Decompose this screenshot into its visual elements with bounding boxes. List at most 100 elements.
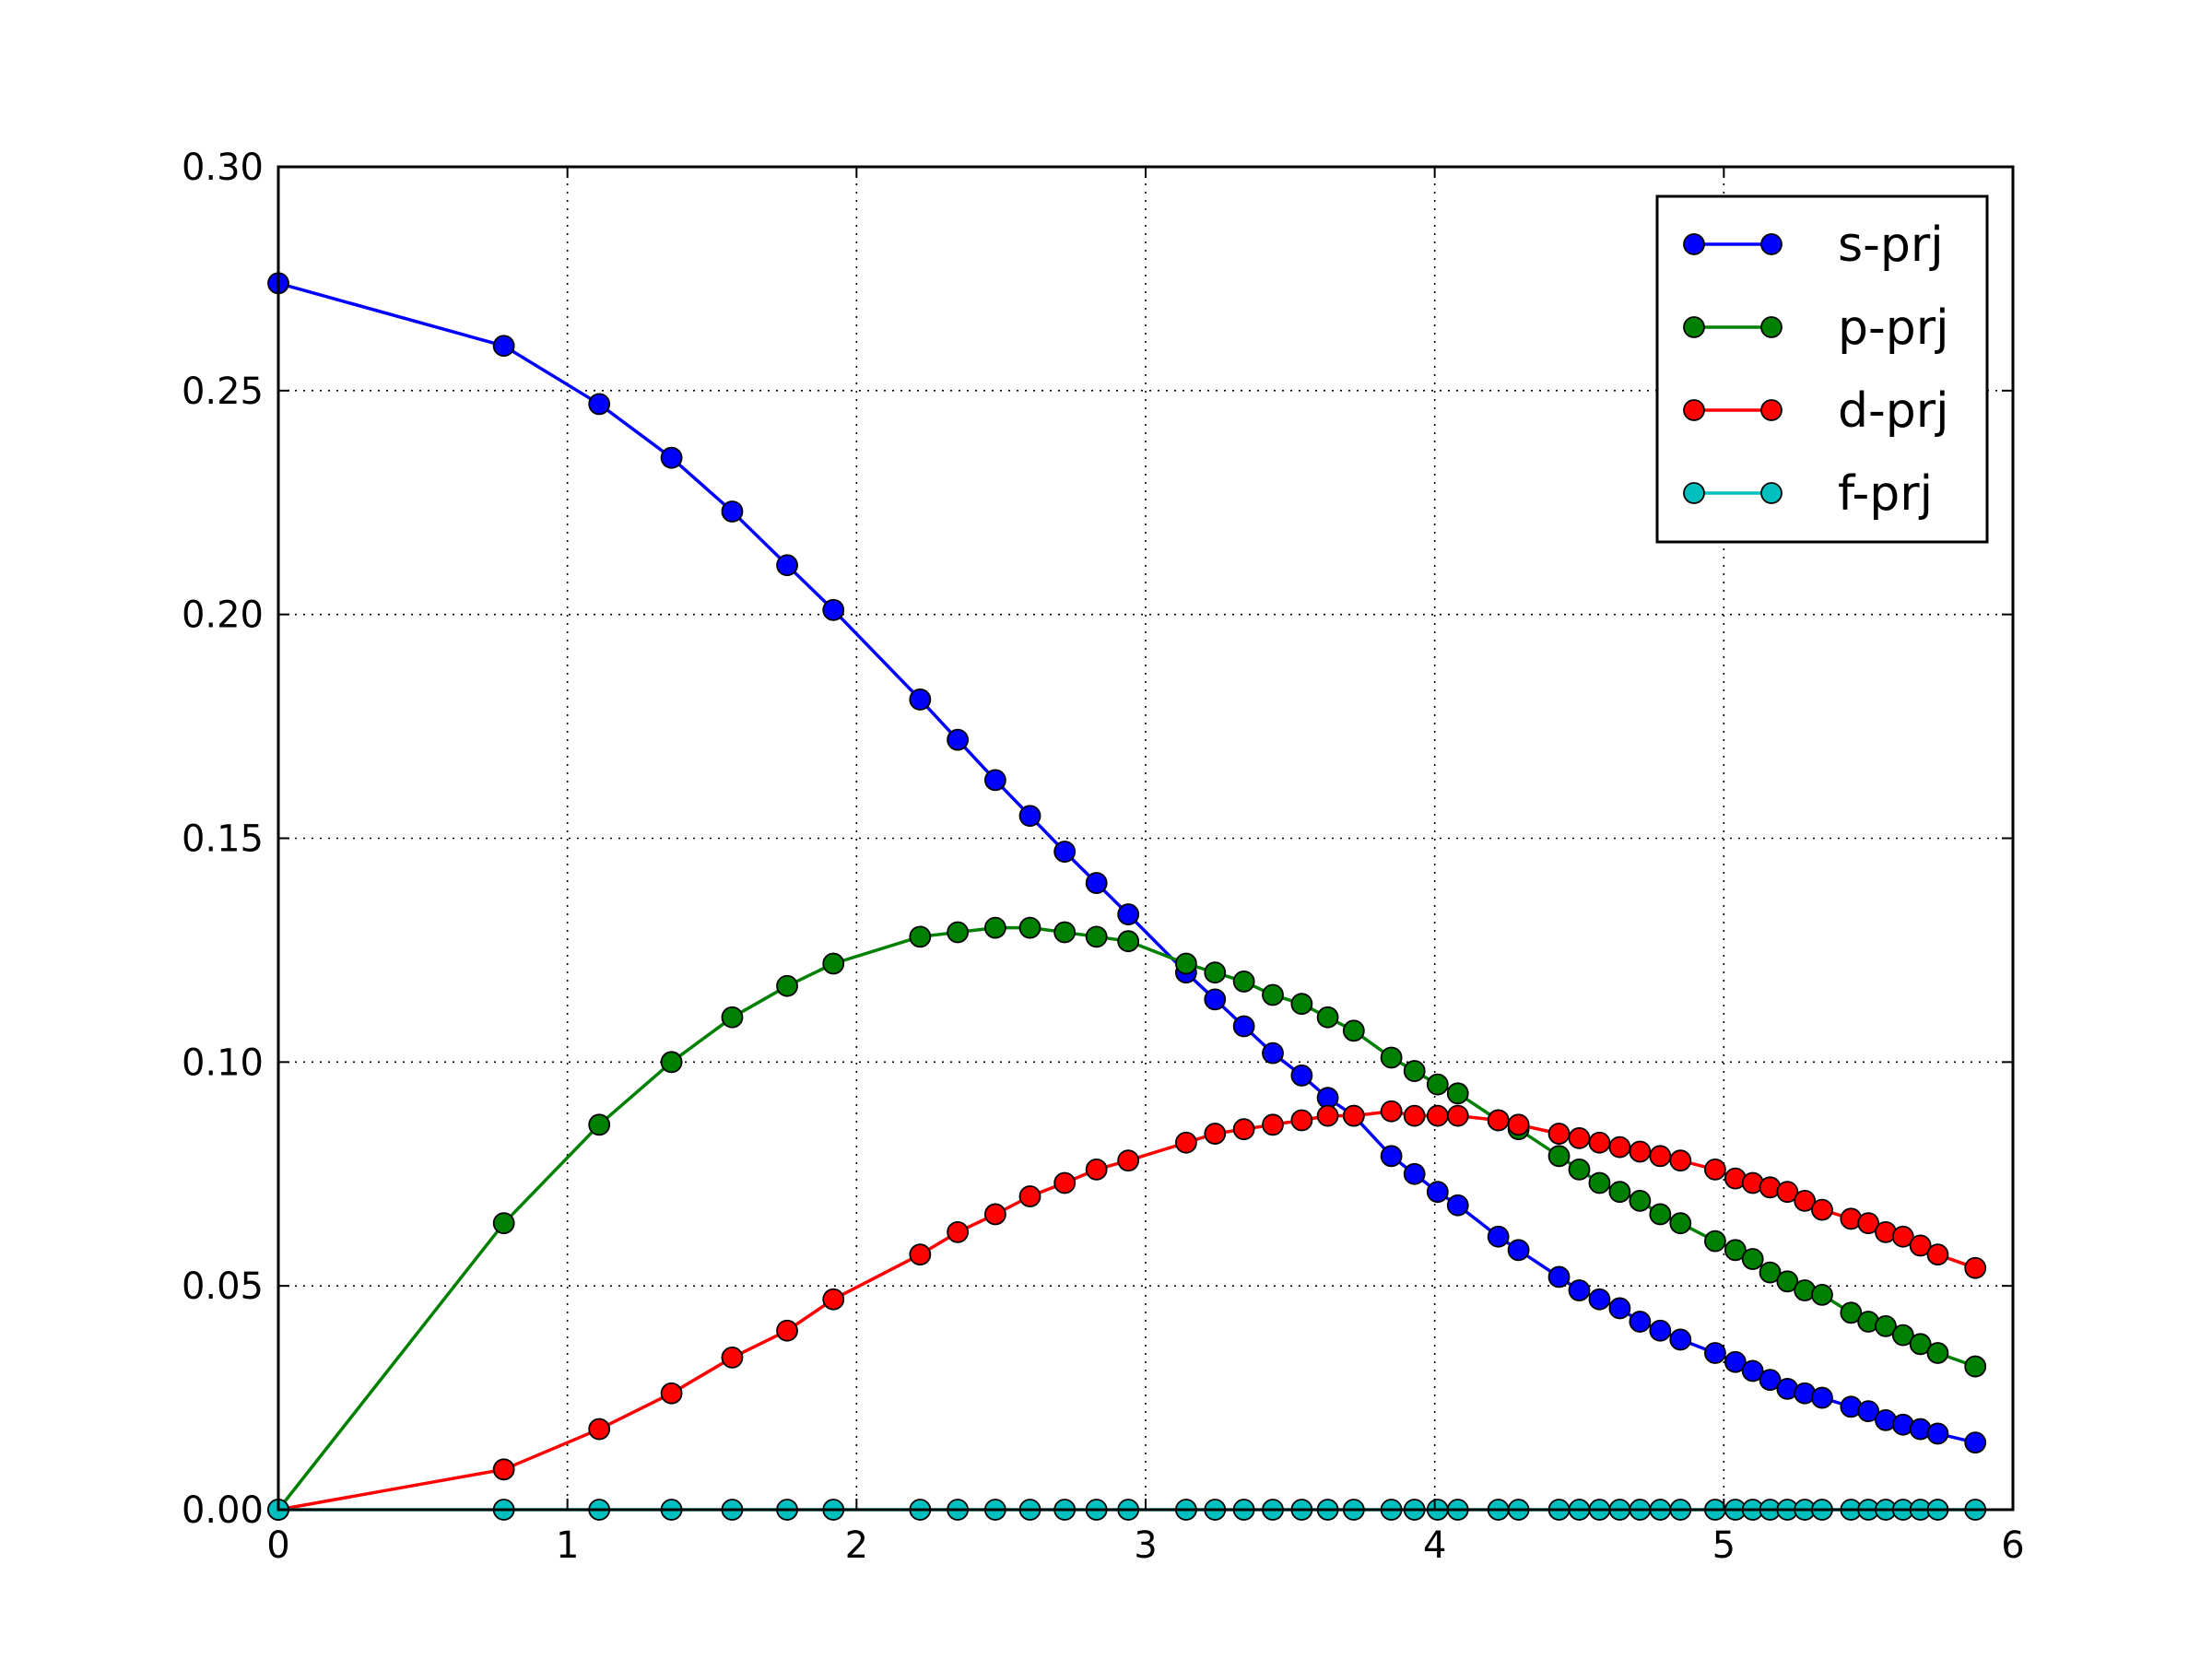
data-point-p-prj (1117, 930, 1140, 953)
x-tick-label: 0 (266, 1524, 289, 1567)
data-point-p-prj (588, 1113, 611, 1136)
legend: s-prj p-prj d-prj f-prj (1655, 194, 1989, 544)
data-point-d-prj (1649, 1145, 1672, 1168)
data-point-p-prj (1426, 1073, 1449, 1096)
data-point-p-prj (1629, 1189, 1652, 1212)
y-tick-label: 0.25 (182, 371, 264, 413)
data-point-s-prj (1964, 1431, 1987, 1454)
data-point-s-prj (1018, 805, 1041, 828)
data-point-p-prj (1909, 1333, 1932, 1356)
data-point-s-prj (947, 728, 970, 751)
data-point-s-prj (1669, 1328, 1692, 1351)
data-point-p-prj (1316, 1006, 1339, 1029)
data-point-d-prj (983, 1203, 1006, 1226)
data-point-p-prj (1232, 971, 1255, 993)
data-point-s-prj (1588, 1288, 1611, 1311)
x-tick-label: 3 (1134, 1524, 1157, 1567)
data-point-s-prj (1232, 1015, 1255, 1038)
legend-marker (1683, 399, 1705, 421)
data-point-p-prj (1568, 1158, 1591, 1181)
data-point-s-prj (1608, 1297, 1631, 1320)
legend-label: s-prj (1838, 218, 1944, 273)
data-point-p-prj (1018, 916, 1041, 939)
data-point-p-prj (1608, 1181, 1631, 1204)
data-point-d-prj (1811, 1198, 1833, 1221)
legend-marker (1683, 233, 1705, 255)
legend-item-p-prj: p-prj (1683, 300, 1949, 356)
data-point-d-prj (1426, 1104, 1449, 1127)
data-point-p-prj (1964, 1355, 1987, 1378)
data-point-p-prj (1053, 921, 1077, 944)
data-point-d-prj (1487, 1109, 1510, 1132)
data-point-p-prj (1403, 1060, 1426, 1082)
data-point-p-prj (721, 1006, 744, 1029)
data-point-p-prj (1204, 961, 1227, 984)
data-point-p-prj (1926, 1342, 1949, 1364)
data-point-d-prj (660, 1382, 683, 1405)
data-point-s-prj (909, 688, 932, 711)
data-point-s-prj (721, 500, 744, 523)
legend-item-f-prj: f-prj (1683, 466, 1933, 522)
data-point-s-prj (1926, 1422, 1949, 1445)
data-point-s-prj (1085, 872, 1108, 894)
data-point-d-prj (1794, 1189, 1817, 1212)
data-point-p-prj (1175, 952, 1197, 975)
data-point-d-prj (947, 1220, 970, 1243)
data-point-s-prj (1053, 841, 1077, 863)
data-point-d-prj (1891, 1225, 1914, 1248)
data-point-p-prj (1446, 1082, 1469, 1105)
data-point-s-prj (1204, 988, 1227, 1011)
data-point-p-prj (1669, 1212, 1692, 1235)
data-point-d-prj (1547, 1123, 1571, 1145)
x-tick-label: 2 (845, 1524, 868, 1567)
data-point-s-prj (1446, 1194, 1469, 1217)
data-point-d-prj (1085, 1158, 1108, 1181)
data-point-d-prj (1704, 1158, 1726, 1181)
data-point-d-prj (1507, 1113, 1530, 1136)
data-point-d-prj (1053, 1171, 1077, 1194)
data-point-p-prj (1776, 1270, 1799, 1293)
data-point-d-prj (909, 1243, 932, 1266)
data-point-d-prj (1588, 1131, 1611, 1154)
series-s-prj (267, 272, 1987, 1454)
data-point-p-prj (1262, 983, 1284, 1006)
data-point-s-prj (1262, 1041, 1284, 1065)
data-point-d-prj (1380, 1100, 1403, 1123)
data-point-s-prj (1507, 1239, 1530, 1262)
data-point-d-prj (492, 1458, 515, 1481)
data-point-s-prj (1724, 1350, 1747, 1373)
legend-label: d-prj (1838, 383, 1949, 439)
data-point-s-prj (1759, 1369, 1782, 1392)
data-point-d-prj (1446, 1104, 1469, 1127)
legend-label: p-prj (1838, 300, 1949, 356)
legend-item-d-prj: d-prj (1683, 383, 1949, 439)
data-point-p-prj (1741, 1248, 1764, 1270)
y-tick-label: 0.30 (182, 147, 264, 189)
data-point-s-prj (1704, 1342, 1726, 1364)
legend-marker (1760, 233, 1783, 255)
data-point-s-prj (1403, 1162, 1426, 1185)
x-tick-label: 5 (1712, 1524, 1735, 1567)
data-point-d-prj (1776, 1181, 1799, 1204)
data-point-d-prj (776, 1319, 798, 1342)
legend-marker (1683, 482, 1705, 504)
data-point-p-prj (822, 952, 845, 975)
x-tick-label: 1 (556, 1524, 579, 1567)
data-point-s-prj (1426, 1181, 1449, 1204)
data-point-p-prj (1811, 1283, 1833, 1306)
data-point-p-prj (1649, 1203, 1672, 1226)
data-point-s-prj (1649, 1319, 1672, 1342)
data-point-p-prj (492, 1212, 515, 1235)
data-point-p-prj (1840, 1301, 1863, 1324)
data-point-d-prj (1926, 1243, 1949, 1266)
data-point-d-prj (1608, 1135, 1631, 1159)
data-point-s-prj (660, 446, 683, 469)
data-point-p-prj (1547, 1145, 1571, 1168)
data-point-s-prj (1811, 1386, 1833, 1409)
data-point-d-prj (588, 1418, 611, 1441)
data-point-p-prj (1704, 1230, 1726, 1253)
data-point-d-prj (1857, 1212, 1880, 1235)
data-point-d-prj (1290, 1109, 1313, 1132)
data-point-p-prj (660, 1051, 683, 1074)
